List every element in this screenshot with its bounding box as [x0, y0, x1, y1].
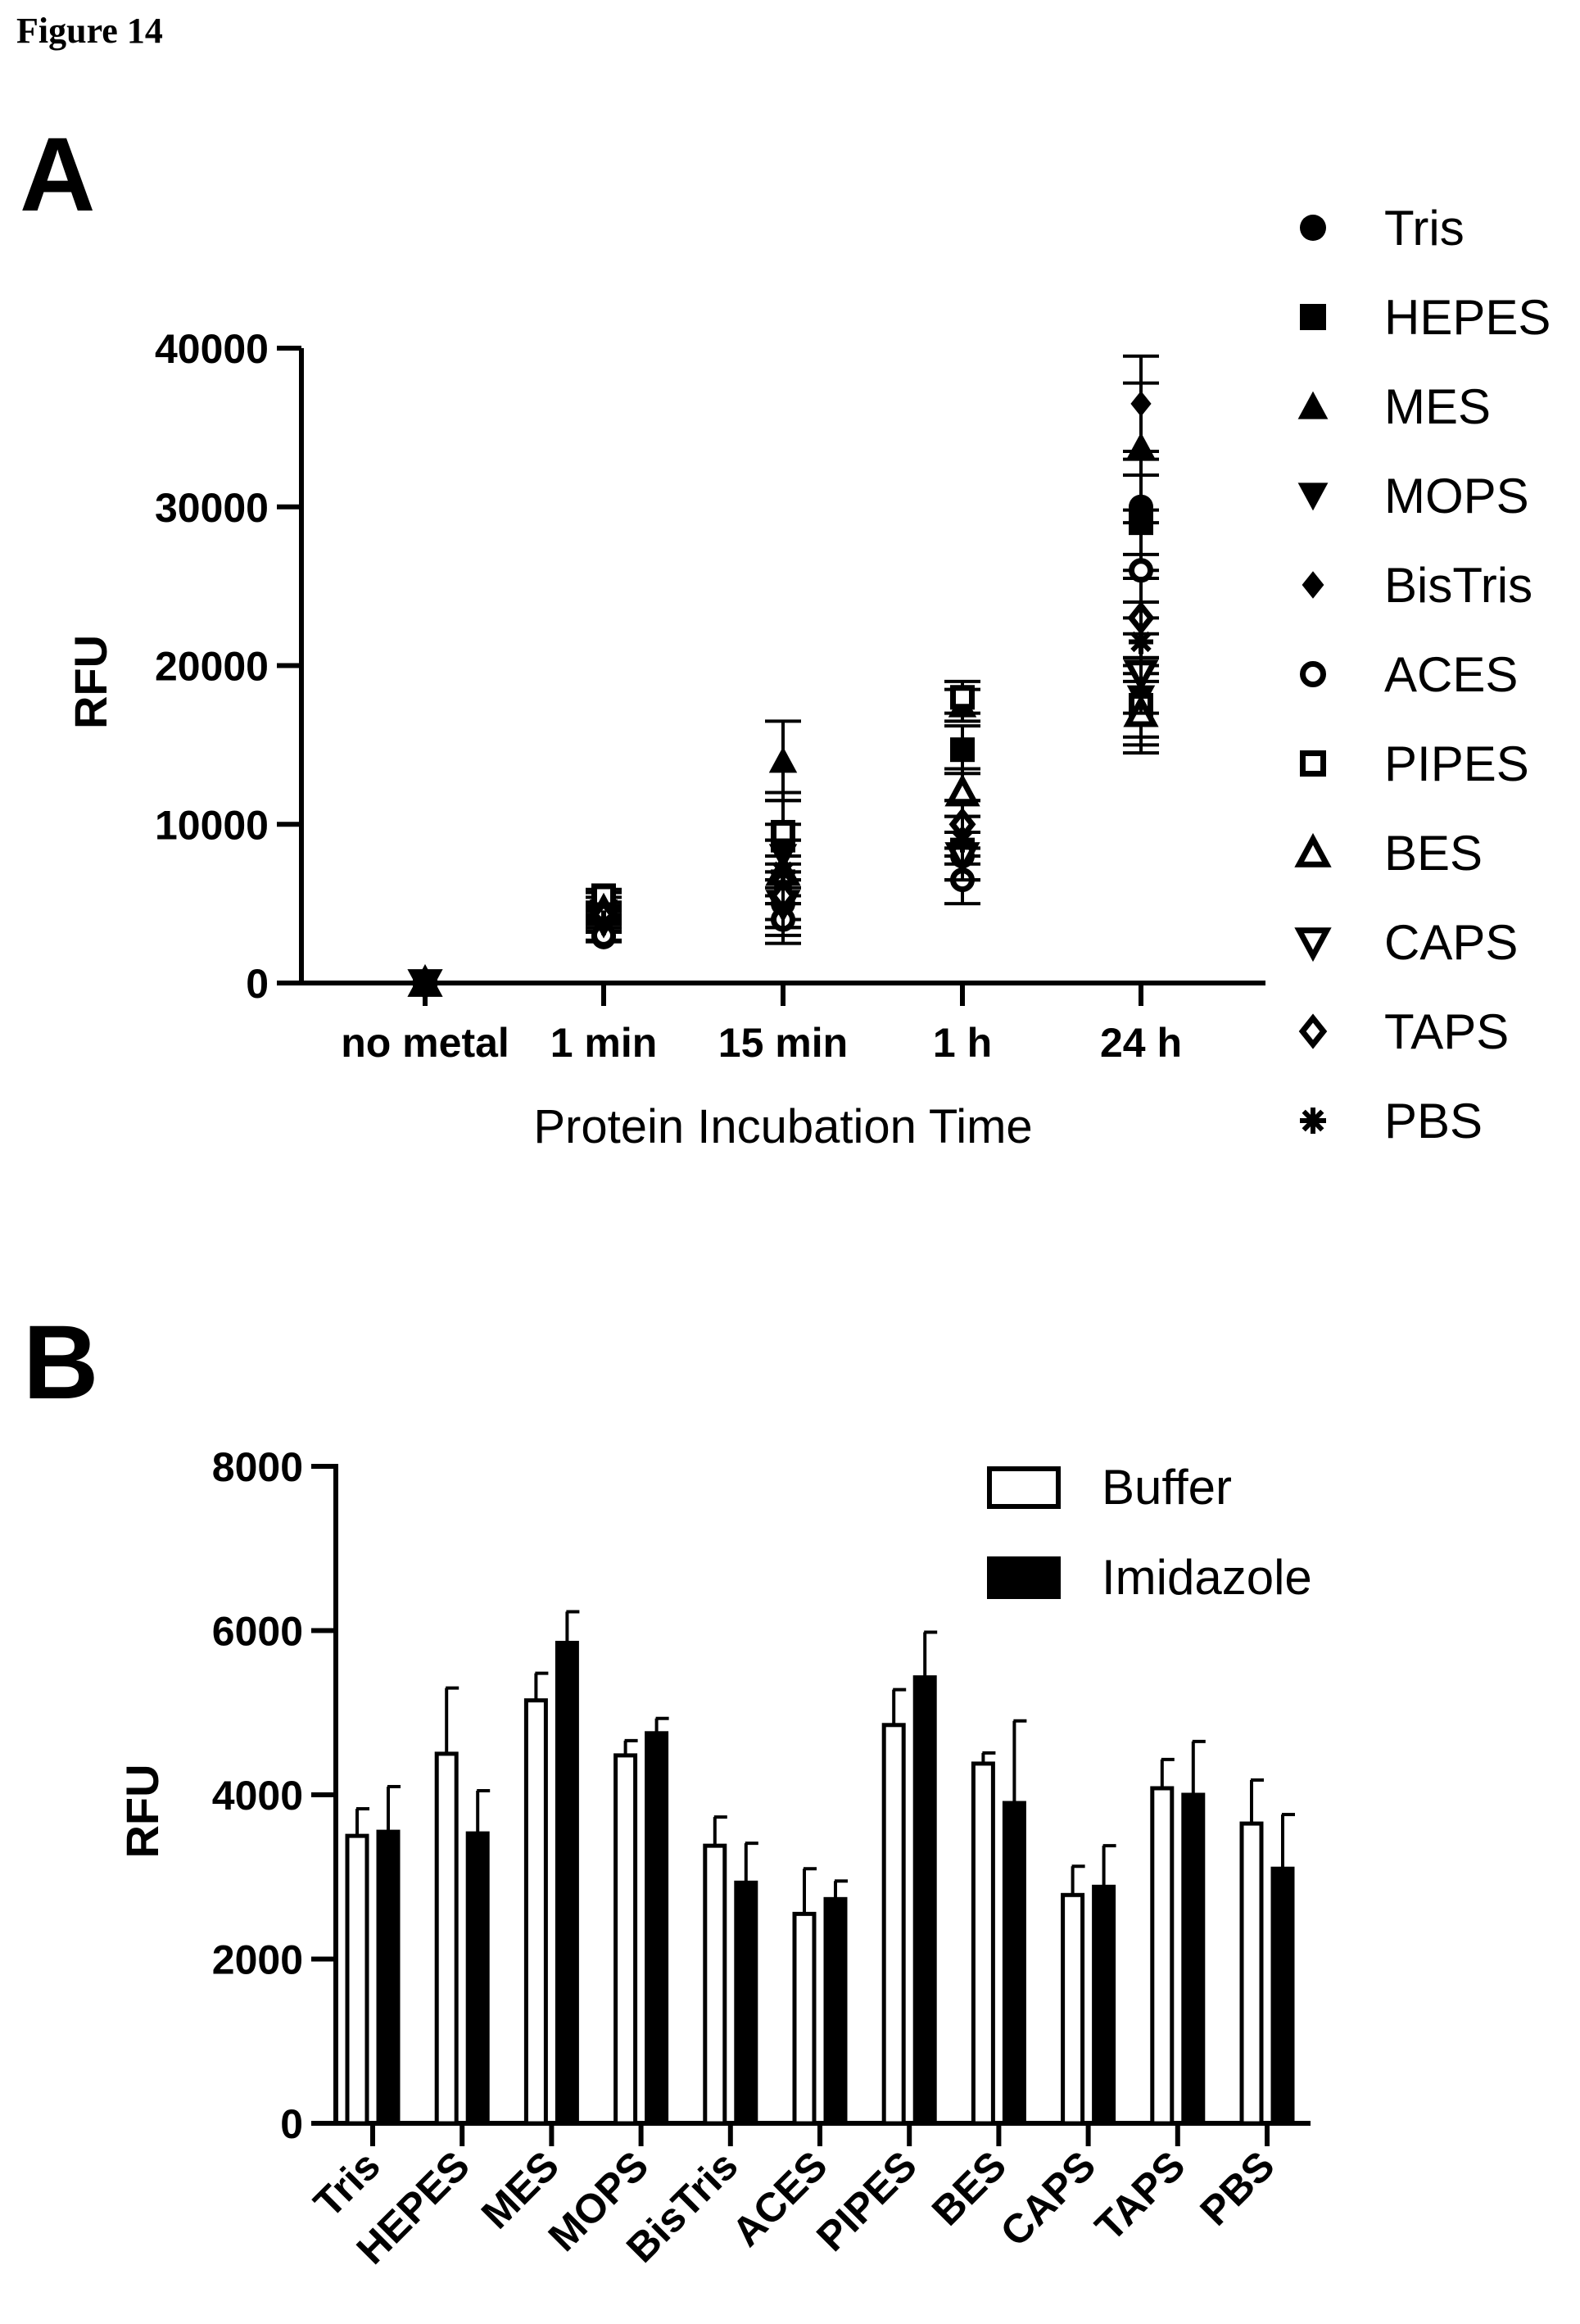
x-tick-label: CAPS: [992, 2142, 1105, 2255]
bar-imidazole: [555, 1641, 579, 2126]
data-point-pbs: [950, 827, 975, 853]
legend-label: HEPES: [1384, 290, 1551, 345]
legend-label: BES: [1384, 826, 1483, 881]
bar-buffer: [1150, 1786, 1175, 2126]
bar-buffer: [345, 1833, 369, 2126]
legend-label: Imidazole: [1102, 1550, 1312, 1605]
x-tick-label: TAPS: [1086, 2142, 1193, 2249]
y-tick-label: 0: [280, 2101, 303, 2147]
x-tick-label: 1 h: [933, 1020, 992, 1066]
panel-b-letter: B: [23, 1304, 99, 1421]
x-tick-label: no metal: [341, 1020, 509, 1066]
data-point-pipes: [950, 685, 975, 710]
legend-label: BisTris: [1384, 558, 1532, 613]
data-point-pbs: [771, 859, 795, 885]
x-tick-label: 1 min: [550, 1020, 658, 1066]
data-point-pbs: [1129, 629, 1153, 655]
bar-imidazole: [1270, 1866, 1295, 2126]
legend-marker-taps: [1298, 1013, 1328, 1049]
legend-label: PBS: [1384, 1094, 1483, 1148]
legend-label: ACES: [1384, 647, 1518, 702]
legend-label: PIPES: [1384, 736, 1529, 791]
bar-buffer: [613, 1753, 638, 2126]
x-tick-label: PIPES: [808, 2142, 926, 2260]
bar-buffer: [881, 1723, 906, 2126]
y-tick-label: 8000: [212, 1444, 303, 1490]
legend-label: MOPS: [1384, 469, 1529, 523]
y-axis-title: RFU: [65, 635, 116, 729]
x-tick-label: 15 min: [718, 1020, 848, 1066]
data-point-bistris: [1130, 391, 1152, 417]
legend-label: MES: [1384, 379, 1491, 434]
y-tick-label: 30000: [155, 485, 269, 531]
x-tick-label: 24 h: [1100, 1020, 1182, 1066]
legend-marker-hepes: [1300, 304, 1326, 330]
bar-imidazole: [1002, 1801, 1026, 2126]
figure-label: Figure 14: [16, 11, 163, 51]
data-point-pbs: [591, 910, 616, 935]
legend-marker-bistris: [1302, 571, 1324, 599]
panel-a-letter: A: [20, 116, 96, 233]
y-tick-label: 0: [246, 961, 269, 1007]
legend-label: Tris: [1384, 201, 1465, 256]
bar-buffer: [703, 1843, 727, 2126]
legend-swatch-imidazole: [987, 1556, 1061, 1599]
y-tick-label: 6000: [212, 1609, 303, 1655]
data-point-mes: [768, 746, 798, 773]
bar-buffer: [523, 1698, 548, 2126]
legend-marker-pipes: [1300, 750, 1326, 777]
bar-imidazole: [912, 1675, 937, 2126]
bar-imidazole: [645, 1731, 669, 2126]
legend-label: CAPS: [1384, 915, 1518, 970]
legend-marker-pbs: [1300, 1108, 1326, 1134]
legend-label: TAPS: [1384, 1004, 1509, 1059]
chart-a-scatter: 0 10000 20000 30000 40000 no metal 1 min 15 min…: [65, 201, 1551, 1153]
y-tick-label: 2000: [212, 1937, 303, 1983]
bar-imidazole: [376, 1829, 401, 2126]
legend-label: Buffer: [1102, 1460, 1232, 1515]
y-tick-label: 4000: [212, 1773, 303, 1819]
bar-imidazole: [734, 1880, 758, 2126]
bar-buffer: [1061, 1892, 1085, 2126]
legend-marker-bes: [1294, 832, 1332, 868]
legend-marker-caps: [1294, 927, 1332, 963]
bar-imidazole: [823, 1896, 848, 2126]
x-axis-title: Protein Incubation Time: [533, 1100, 1032, 1153]
y-tick-label: 10000: [155, 802, 269, 848]
legend-marker-mops: [1297, 482, 1329, 511]
legend-marker-aces: [1300, 661, 1326, 687]
x-tick-label: PBS: [1191, 2142, 1283, 2234]
bar-imidazole: [1181, 1792, 1206, 2126]
data-point-pbs: [413, 971, 437, 995]
bar-buffer: [1239, 1821, 1264, 2126]
legend-marker-mes: [1297, 391, 1329, 419]
legend-swatch-buffer: [987, 1466, 1061, 1509]
bar-imidazole: [1092, 1884, 1116, 2126]
data-point-hepes: [950, 737, 975, 763]
legend-marker-tris: [1300, 215, 1326, 241]
bar-buffer: [792, 1911, 817, 2126]
y-axis-title: RFU: [116, 1764, 168, 1858]
bar-buffer: [971, 1761, 995, 2126]
y-tick-label: 40000: [155, 326, 269, 372]
bar-buffer: [434, 1751, 459, 2126]
y-tick-label: 20000: [155, 644, 269, 690]
bar-imidazole: [465, 1831, 490, 2126]
